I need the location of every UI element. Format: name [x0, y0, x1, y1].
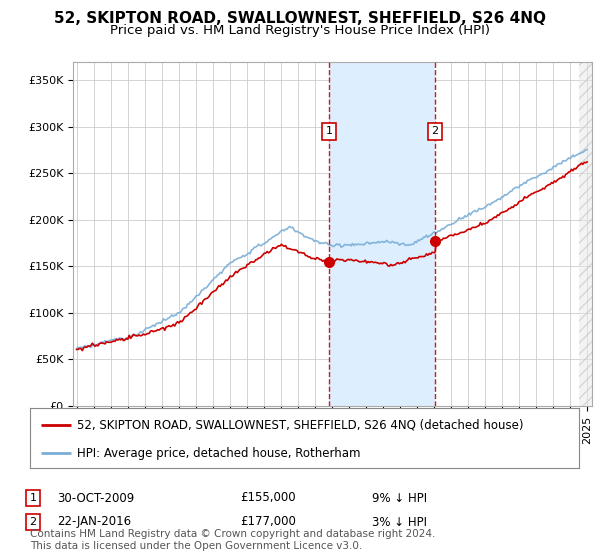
Text: Price paid vs. HM Land Registry's House Price Index (HPI): Price paid vs. HM Land Registry's House …	[110, 24, 490, 36]
Text: 9% ↓ HPI: 9% ↓ HPI	[372, 492, 427, 505]
Text: HPI: Average price, detached house, Rotherham: HPI: Average price, detached house, Roth…	[77, 446, 360, 460]
Text: 2: 2	[29, 517, 37, 527]
Text: 52, SKIPTON ROAD, SWALLOWNEST, SHEFFIELD, S26 4NQ (detached house): 52, SKIPTON ROAD, SWALLOWNEST, SHEFFIELD…	[77, 418, 523, 431]
Text: 52, SKIPTON ROAD, SWALLOWNEST, SHEFFIELD, S26 4NQ: 52, SKIPTON ROAD, SWALLOWNEST, SHEFFIELD…	[54, 11, 546, 26]
Text: 1: 1	[29, 493, 37, 503]
Text: 3% ↓ HPI: 3% ↓ HPI	[372, 516, 427, 529]
Bar	[329, 62, 435, 406]
Bar	[578, 62, 596, 406]
Text: 2: 2	[431, 127, 439, 137]
Text: Contains HM Land Registry data © Crown copyright and database right 2024.
This d: Contains HM Land Registry data © Crown c…	[30, 529, 436, 551]
Text: 1: 1	[325, 127, 332, 137]
Text: £155,000: £155,000	[240, 492, 296, 505]
Text: 30-OCT-2009: 30-OCT-2009	[57, 492, 134, 505]
Text: £177,000: £177,000	[240, 516, 296, 529]
Text: 22-JAN-2016: 22-JAN-2016	[57, 516, 131, 529]
